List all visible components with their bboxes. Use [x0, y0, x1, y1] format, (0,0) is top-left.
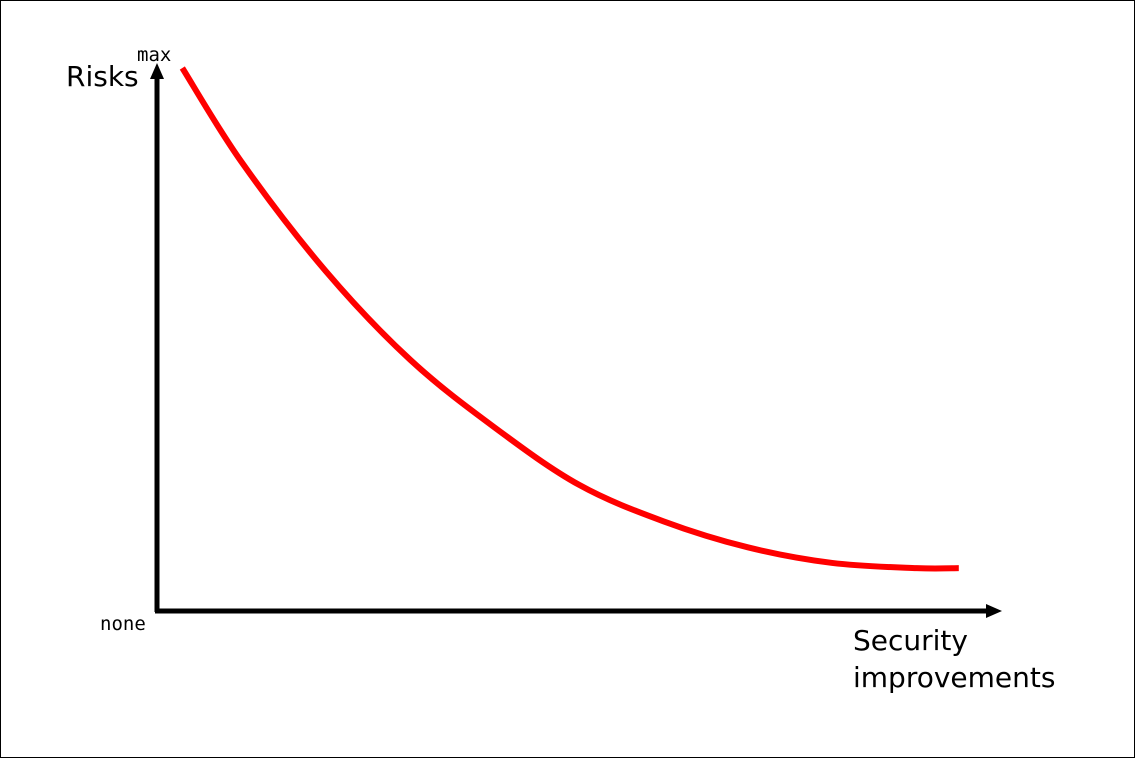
y-tick-label-max: max	[137, 44, 171, 66]
risk-curve	[179, 66, 959, 572]
x-axis-label-line-1: Security	[853, 624, 968, 657]
y-axis-arrowhead	[150, 63, 164, 79]
x-axis-arrowhead	[986, 604, 1002, 618]
x-axis-label-line-2: improvements	[853, 661, 1055, 694]
y-tick-label-none: none	[100, 613, 146, 635]
y-axis-label: Risks	[66, 60, 139, 93]
